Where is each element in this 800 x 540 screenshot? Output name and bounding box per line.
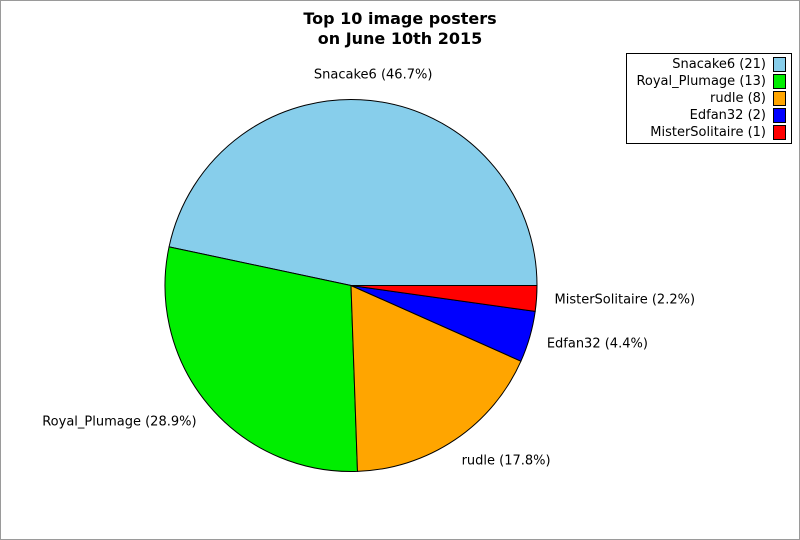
legend-box: Snacake6 (21) Royal_Plumage (13) rudle (8)… <box>626 53 792 144</box>
legend-color-swatch <box>773 108 786 123</box>
legend-row-Royal_Plumage: Royal_Plumage (13) <box>636 73 786 90</box>
legend-label: rudle (8) <box>710 91 766 106</box>
legend-color-swatch <box>773 125 786 140</box>
chart-title-line1: Top 10 image posters <box>303 9 497 28</box>
legend-color-swatch <box>773 57 786 72</box>
pie-slice-rudle <box>350 285 522 472</box>
slice-label-MisterSolitaire: MisterSolitaire (2.2%) <box>554 292 696 308</box>
legend-row-MisterSolitaire: MisterSolitaire (1) <box>636 124 786 141</box>
legend-row-Edfan32: Edfan32 (2) <box>636 107 786 124</box>
legend-color-swatch <box>773 74 786 89</box>
slice-label-Edfan32: Edfan32 (4.4%) <box>546 336 648 352</box>
slice-label-rudle: rudle (17.8%) <box>461 453 551 469</box>
legend-row-Snacake6: Snacake6 (21) <box>636 56 786 73</box>
legend-label: Edfan32 (2) <box>689 108 766 123</box>
legend-row-rudle: rudle (8) <box>636 90 786 107</box>
legend-label: Royal_Plumage (13) <box>636 74 766 89</box>
pie-slice-Snacake6 <box>168 99 538 286</box>
pie-slice-MisterSolitaire <box>350 285 538 312</box>
chart-title: Top 10 image posters on June 10th 2015 <box>1 9 799 49</box>
slice-label-Royal_Plumage: Royal_Plumage (28.9%) <box>42 414 197 430</box>
legend-color-swatch <box>773 91 786 106</box>
chart-title-line2: on June 10th 2015 <box>317 29 483 48</box>
legend-label: MisterSolitaire (1) <box>650 125 766 140</box>
slice-label-Snacake6: Snacake6 (46.7%) <box>313 67 433 83</box>
pie-slice-Royal_Plumage <box>164 246 358 472</box>
legend-label: Snacake6 (21) <box>672 57 766 72</box>
